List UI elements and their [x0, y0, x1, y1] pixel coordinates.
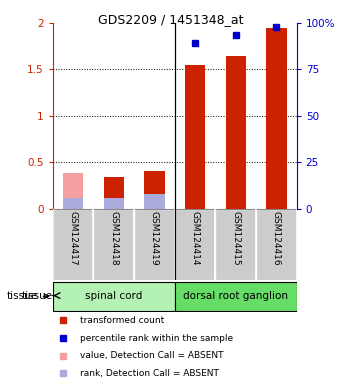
- Text: GSM124414: GSM124414: [191, 211, 199, 265]
- Text: rank, Detection Call = ABSENT: rank, Detection Call = ABSENT: [80, 369, 219, 378]
- Text: GSM124419: GSM124419: [150, 211, 159, 265]
- Text: GDS2209 / 1451348_at: GDS2209 / 1451348_at: [98, 13, 243, 26]
- Bar: [185, 65, 205, 209]
- Text: GSM124417: GSM124417: [69, 211, 78, 265]
- Text: dorsal root ganglion: dorsal root ganglion: [183, 291, 288, 301]
- Bar: [144, 170, 165, 209]
- Bar: [144, 194, 165, 209]
- Bar: [216, 209, 256, 280]
- Bar: [53, 209, 93, 280]
- Text: value, Detection Call = ABSENT: value, Detection Call = ABSENT: [80, 351, 223, 360]
- Text: tissue: tissue: [22, 291, 53, 301]
- Bar: [175, 282, 297, 311]
- Text: transformed count: transformed count: [80, 316, 164, 325]
- Bar: [256, 209, 297, 280]
- Bar: [53, 282, 175, 311]
- Bar: [104, 177, 124, 209]
- Bar: [266, 28, 286, 209]
- Bar: [104, 198, 124, 209]
- Text: tissue: tissue: [6, 291, 49, 301]
- Text: GSM124418: GSM124418: [109, 211, 118, 265]
- Bar: [175, 209, 216, 280]
- Bar: [134, 209, 175, 280]
- Text: GSM124416: GSM124416: [272, 211, 281, 265]
- Bar: [63, 198, 83, 209]
- Text: GSM124415: GSM124415: [231, 211, 240, 265]
- Text: percentile rank within the sample: percentile rank within the sample: [80, 334, 233, 343]
- Bar: [93, 209, 134, 280]
- Text: spinal cord: spinal cord: [85, 291, 143, 301]
- Bar: [225, 56, 246, 209]
- Bar: [63, 174, 83, 209]
